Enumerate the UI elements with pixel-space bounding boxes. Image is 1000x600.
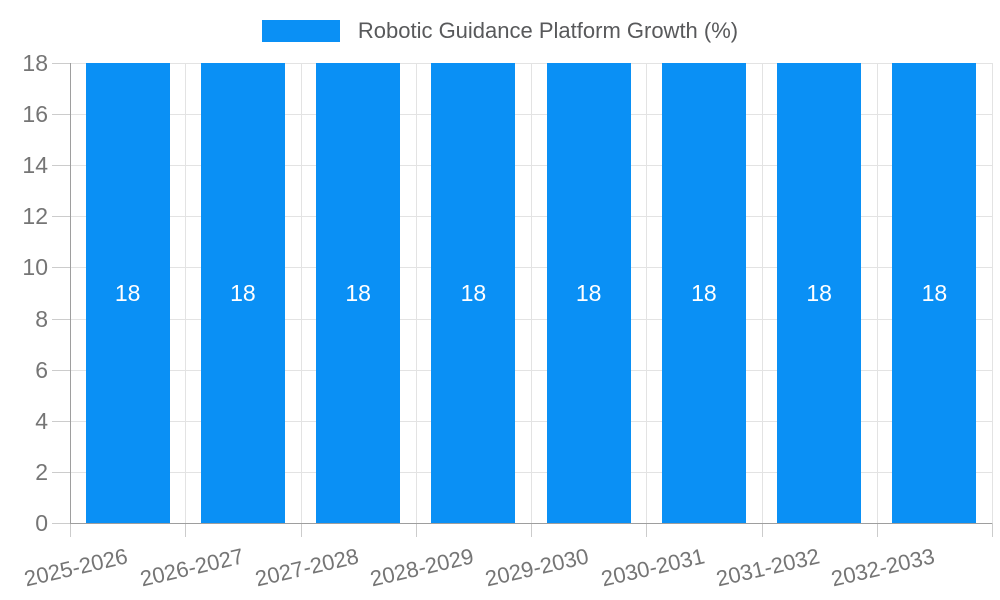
vertical-gridline — [531, 63, 532, 523]
x-axis-tick — [992, 523, 993, 537]
bar[interactable]: 18 — [200, 63, 285, 523]
y-axis-tick-label: 0 — [35, 510, 48, 536]
vertical-gridline — [992, 63, 993, 523]
x-axis-tick — [531, 523, 532, 537]
y-axis-tick — [52, 216, 70, 218]
bar[interactable]: 18 — [777, 63, 862, 523]
x-axis-category-label: 2031-2032 — [713, 543, 822, 592]
legend-swatch — [261, 20, 340, 42]
x-axis-tick — [646, 523, 648, 537]
y-axis-tick — [52, 318, 70, 320]
bar[interactable]: 18 — [892, 63, 977, 523]
bar-value-label: 18 — [460, 279, 487, 306]
vertical-gridline — [415, 63, 417, 523]
x-axis-category-label: 2029-2030 — [483, 543, 592, 592]
y-axis-line — [70, 63, 71, 523]
bar-value-label: 18 — [806, 279, 832, 306]
y-axis-tick — [52, 369, 70, 371]
y-axis-tick — [52, 267, 70, 269]
x-axis-tick — [185, 523, 187, 537]
vertical-gridline — [761, 63, 763, 523]
y-axis-tick-label: 4 — [35, 407, 48, 434]
x-axis-baseline — [70, 523, 992, 524]
vertical-gridline — [300, 63, 302, 523]
bar[interactable]: 18 — [661, 63, 746, 523]
x-axis-category-label: 2030-2031 — [598, 543, 707, 592]
y-axis-tick-label: 12 — [22, 203, 48, 230]
y-axis-tick-label: 2 — [35, 458, 48, 485]
bar-value-label: 18 — [230, 279, 256, 306]
bar[interactable]: 18 — [85, 63, 170, 523]
y-axis-tick — [52, 523, 70, 524]
bar[interactable]: 18 — [546, 63, 631, 523]
y-axis-tick-label: 10 — [22, 254, 48, 281]
x-axis-tick — [876, 523, 878, 537]
legend: Robotic Guidance Platform Growth (%) — [0, 18, 1000, 44]
y-axis-tick-label: 14 — [22, 152, 48, 179]
x-axis-tick — [70, 523, 71, 537]
y-axis-tick — [52, 63, 70, 64]
vertical-gridline — [185, 63, 187, 523]
bar-value-label: 18 — [114, 279, 141, 306]
y-axis-tick — [52, 420, 70, 422]
bar-value-label: 18 — [575, 279, 602, 306]
bar-value-label: 18 — [691, 279, 717, 306]
x-axis-tick — [415, 523, 417, 537]
x-axis-category-label: 2032-2033 — [828, 543, 938, 592]
y-axis-tick-label: 16 — [22, 101, 48, 128]
bar-value-label: 18 — [921, 279, 948, 306]
y-axis-tick — [52, 165, 70, 167]
bar[interactable]: 18 — [316, 63, 401, 523]
x-axis-category-label: 2025-2026 — [22, 543, 131, 592]
x-axis-category-label: 2028-2029 — [367, 543, 477, 592]
legend-label: Robotic Guidance Platform Growth (%) — [357, 18, 739, 43]
x-axis-category-label: 2027-2028 — [252, 543, 361, 592]
bar-value-label: 18 — [345, 279, 371, 306]
y-axis-tick — [52, 471, 70, 473]
vertical-gridline — [876, 63, 878, 523]
x-axis-tick — [300, 523, 302, 537]
bar[interactable]: 18 — [431, 63, 516, 523]
y-axis-tick-label: 6 — [35, 356, 48, 383]
y-axis-tick — [52, 114, 70, 116]
x-axis-tick — [761, 523, 763, 537]
y-axis-tick-label: 18 — [22, 50, 48, 76]
vertical-gridline — [646, 63, 648, 523]
x-axis-category-label: 2026-2027 — [137, 543, 246, 592]
y-axis-tick-label: 8 — [35, 305, 48, 332]
